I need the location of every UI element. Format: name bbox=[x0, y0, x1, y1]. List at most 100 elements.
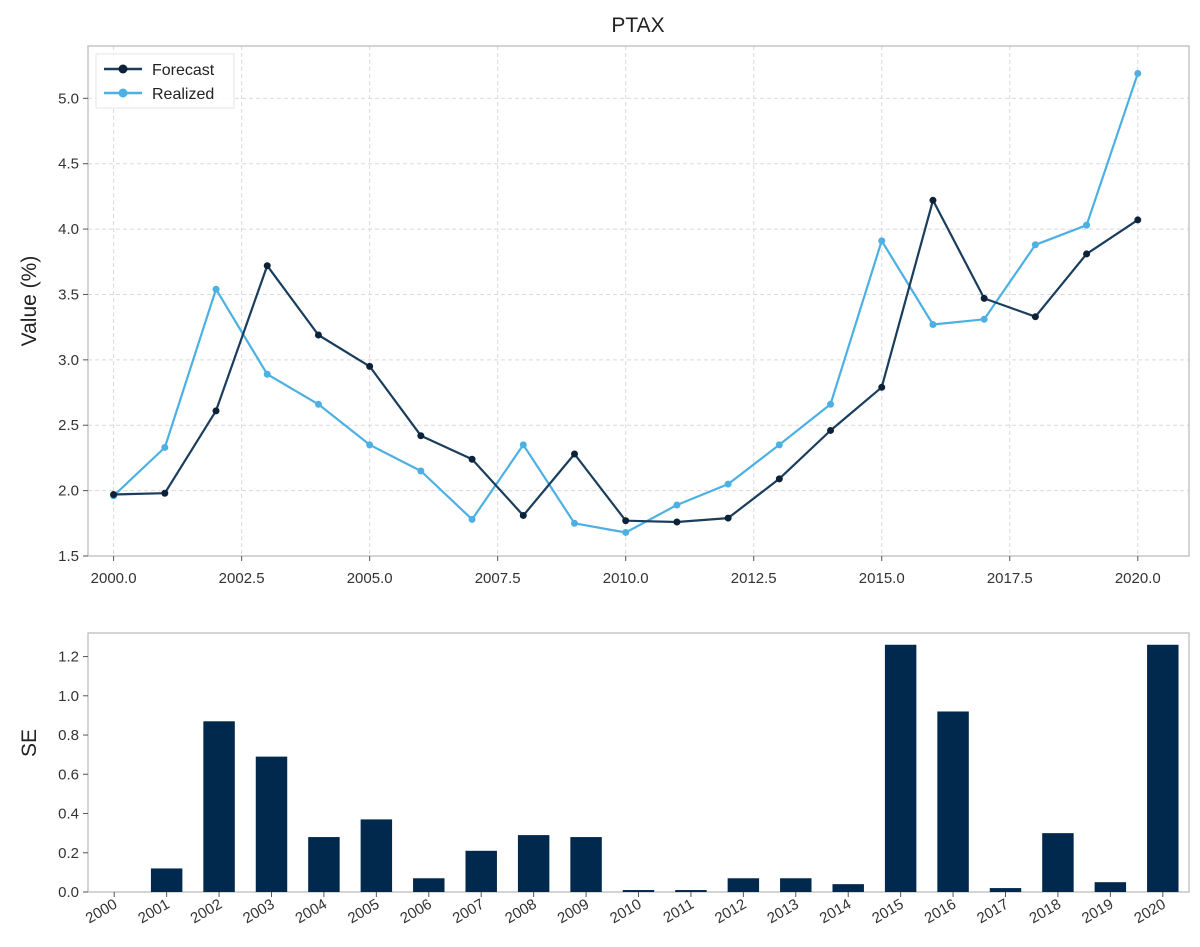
legend: Forecast Realized bbox=[95, 53, 235, 109]
bar-y-tick-label: 1.0 bbox=[58, 688, 79, 705]
line-chart-x-ticks: 2000.0 2002.5 2005.0 2007.5 2010.0 2012.5 2015… bbox=[91, 556, 1161, 587]
bar-y-tick-label: 1.2 bbox=[58, 649, 79, 666]
bar bbox=[150, 868, 183, 892]
bar bbox=[360, 819, 393, 892]
bar bbox=[884, 644, 917, 892]
x-tick-label: 2012.5 bbox=[731, 570, 777, 587]
realized-point bbox=[366, 441, 374, 449]
bar-x-tick-label: 2015 bbox=[869, 896, 906, 927]
bar-x-tick-label: 2020 bbox=[1131, 896, 1168, 927]
realized-line bbox=[112, 73, 1139, 534]
bar bbox=[780, 878, 812, 892]
bar bbox=[413, 878, 445, 892]
bar-y-tick-label: 0.8 bbox=[58, 727, 79, 744]
bar-x-tick-label: 2019 bbox=[1079, 896, 1116, 927]
forecast-point bbox=[366, 362, 374, 370]
forecast-point bbox=[724, 514, 732, 522]
realized-point bbox=[468, 515, 476, 523]
bar bbox=[255, 756, 288, 892]
chart-title: PTAX bbox=[611, 14, 664, 37]
bar-y-tick-label: 0.6 bbox=[58, 766, 79, 783]
realized-point bbox=[673, 501, 681, 509]
bar bbox=[937, 711, 969, 892]
forecast-point bbox=[622, 517, 630, 525]
bar-y-tick-label: 0.2 bbox=[58, 845, 79, 862]
y-tick-label: 2.0 bbox=[58, 483, 79, 500]
forecast-point bbox=[673, 518, 681, 526]
y-tick-label: 4.0 bbox=[58, 221, 79, 238]
bar bbox=[622, 890, 655, 892]
realized-point bbox=[1031, 241, 1039, 249]
bar bbox=[727, 878, 760, 892]
bar bbox=[832, 884, 864, 892]
bar-x-tick-label: 2000 bbox=[83, 896, 120, 927]
realized-point bbox=[519, 441, 527, 449]
bar-x-tick-label: 2010 bbox=[607, 896, 644, 927]
bar bbox=[203, 721, 235, 892]
x-tick-label: 2015.0 bbox=[859, 570, 905, 587]
realized-point bbox=[1134, 69, 1142, 77]
bar-x-tick-label: 2003 bbox=[240, 896, 277, 927]
bar bbox=[465, 850, 497, 892]
bar bbox=[675, 890, 707, 892]
x-tick-label: 2020.0 bbox=[1115, 570, 1161, 587]
x-tick-label: 2010.0 bbox=[603, 570, 649, 587]
y-tick-label: 4.5 bbox=[58, 156, 79, 173]
y-tick-label: 3.5 bbox=[58, 286, 79, 303]
bar-x-tick-label: 2002 bbox=[188, 896, 225, 927]
bar-x-tick-label: 2013 bbox=[764, 896, 801, 927]
forecast-point bbox=[468, 455, 476, 463]
realized-point bbox=[161, 443, 169, 451]
x-tick-label: 2007.5 bbox=[475, 570, 521, 587]
forecast-point bbox=[878, 383, 886, 391]
bar-x-tick-label: 2011 bbox=[660, 896, 696, 927]
bar-x-tick-label: 2018 bbox=[1027, 896, 1064, 927]
bar-x-tick-label: 2005 bbox=[345, 896, 382, 927]
forecast-point bbox=[827, 426, 835, 434]
bar-chart-y-axis-title: SE bbox=[18, 729, 41, 757]
bar-chart-x-ticks: 2000 2001 2002 2003 2004 2005 2006 2007 2008 2009… bbox=[83, 892, 1169, 927]
forecast-point bbox=[417, 432, 425, 440]
legend-forecast-label: Forecast bbox=[152, 62, 215, 79]
realized-point bbox=[827, 400, 835, 408]
realized-point bbox=[263, 370, 271, 378]
legend-realized-label: Realized bbox=[152, 86, 214, 103]
x-tick-label: 2017.5 bbox=[987, 570, 1033, 587]
line-chart-grid bbox=[88, 46, 1189, 557]
bar bbox=[308, 837, 340, 892]
realized-point bbox=[980, 315, 988, 323]
x-tick-label: 2002.5 bbox=[219, 570, 265, 587]
realized-point bbox=[775, 441, 783, 449]
realized-point bbox=[622, 528, 630, 536]
forecast-point bbox=[519, 511, 527, 519]
line-chart-y-axis-title: Value (%) bbox=[18, 256, 41, 347]
y-tick-label: 2.5 bbox=[58, 417, 79, 434]
forecast-point bbox=[570, 450, 578, 458]
bar-x-tick-label: 2012 bbox=[712, 896, 749, 927]
forecast-point bbox=[1031, 313, 1039, 321]
forecast-point bbox=[110, 491, 118, 499]
bar bbox=[1042, 833, 1074, 892]
realized-point bbox=[724, 480, 732, 488]
x-tick-label: 2005.0 bbox=[347, 570, 393, 587]
legend-forecast-marker bbox=[118, 64, 128, 74]
bar-chart-y-ticks: 0.0 0.2 0.4 0.6 0.8 1.0 1.2 bbox=[58, 649, 88, 901]
y-tick-label: 1.5 bbox=[58, 548, 79, 565]
legend-box bbox=[95, 53, 235, 109]
bar-chart: 0.00.20.40.60.81.01.2 2000 2001 2002 2003 20… bbox=[18, 632, 1190, 927]
forecast-point bbox=[1083, 250, 1091, 258]
line-chart-series bbox=[110, 69, 1142, 536]
realized-point bbox=[570, 519, 578, 527]
forecast-point bbox=[929, 196, 937, 204]
bar-x-tick-label: 2007 bbox=[450, 896, 487, 927]
bar bbox=[1094, 882, 1127, 892]
realized-point bbox=[878, 237, 886, 245]
bar-y-tick-label: 0.4 bbox=[58, 806, 79, 823]
y-tick-label: 3.0 bbox=[58, 352, 79, 369]
legend-realized-marker bbox=[118, 88, 128, 98]
bar bbox=[517, 835, 550, 892]
bar-x-tick-label: 2017 bbox=[974, 896, 1011, 927]
bar-y-tick-label: 0.0 bbox=[58, 884, 79, 901]
realized-point bbox=[212, 285, 220, 293]
